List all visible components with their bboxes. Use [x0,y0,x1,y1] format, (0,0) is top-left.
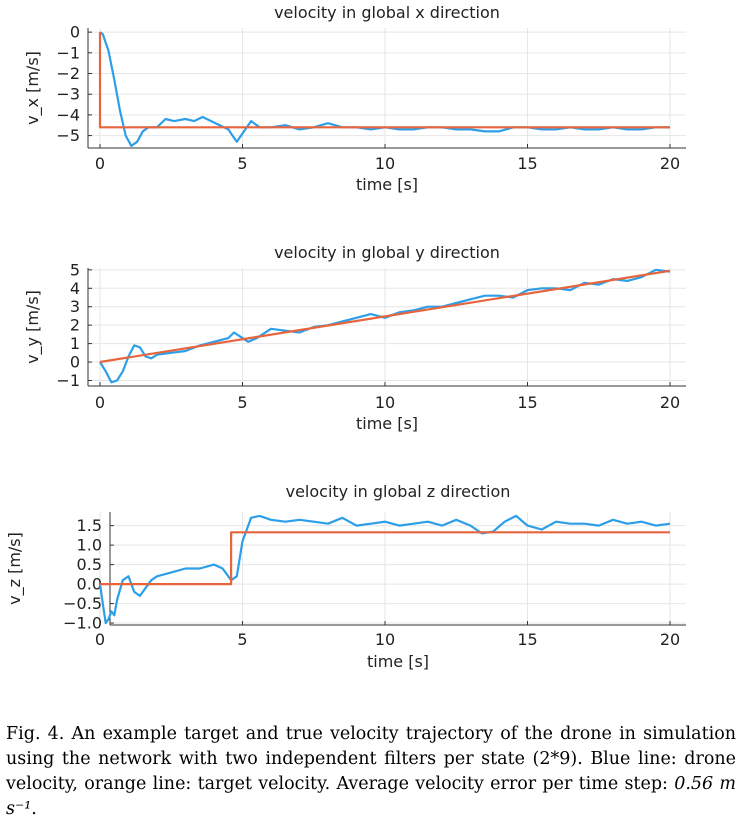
y-tick-label: 3 [70,297,80,316]
chart-title: velocity in global y direction [274,243,500,262]
series-line-1 [98,514,671,625]
x-tick-label: 10 [375,630,395,649]
y-axis-label: v_x [m/s] [23,51,43,125]
y-tick-label: 0 [70,353,80,372]
y-tick-label: −1 [56,371,80,390]
y-tick-label: −0.5 [63,594,102,613]
x-tick-label: 15 [517,630,537,649]
x-tick-label: 5 [237,393,247,412]
y-tick-label: −1.0 [63,614,102,633]
x-tick-label: 10 [375,393,395,412]
y-tick-label: 1.0 [77,536,102,555]
y-tick-label: 0.5 [77,555,102,574]
x-axis-label: time [s] [356,414,418,433]
x-tick-label: 0 [95,630,105,649]
series-line-2 [100,531,670,586]
y-tick-label: 2 [70,316,80,335]
y-tick-label: 1 [70,334,80,353]
y-tick-label: 4 [70,279,80,298]
x-axis-label: time [s] [367,652,429,671]
chart-panel-3: 0 5 10 15 20 1.51.00.50.0−0.5−1.0 velocity in … [5,482,686,671]
x-tick-label: 20 [660,630,680,649]
y-axis-label: v_y [m/s] [23,290,43,364]
caption-text: Fig. 4. An example target and true veloc… [6,724,736,794]
x-tick-label: 20 [660,393,680,412]
y-tick-label: 1.5 [77,516,102,535]
y-tick-label: −1 [56,43,80,62]
y-tick-label: 0.0 [77,575,102,594]
y-tick-label: 0 [70,23,80,42]
y-tick-label: −3 [56,85,80,104]
series-line-1 [99,31,670,147]
x-tick-label: 0 [95,393,105,412]
y-tick-label: −4 [56,105,80,124]
caption-error-value: 0.56 m s⁻¹ [6,774,737,819]
x-tick-label: 5 [237,630,247,649]
x-tick-label: 0 [95,154,105,173]
x-tick-label: 5 [237,154,247,173]
x-tick-label: 10 [375,154,395,173]
chart-title: velocity in global z direction [286,482,511,501]
x-axis-label: time [s] [356,175,418,194]
series-line-2 [98,32,670,129]
y-axis-label: v_z [m/s] [5,532,25,605]
y-tick-label: −5 [56,126,80,145]
y-tick-label: 5 [70,260,80,279]
x-tick-label: 20 [660,154,680,173]
chart-title: velocity in global x direction [274,3,500,22]
x-tick-label: 15 [517,154,537,173]
series-line-2 [99,269,671,364]
x-tick-label: 15 [517,393,537,412]
caption-end: . [31,799,37,819]
y-tick-label: −2 [56,64,80,83]
figure-caption: Fig. 4. An example target and true veloc… [6,722,736,822]
